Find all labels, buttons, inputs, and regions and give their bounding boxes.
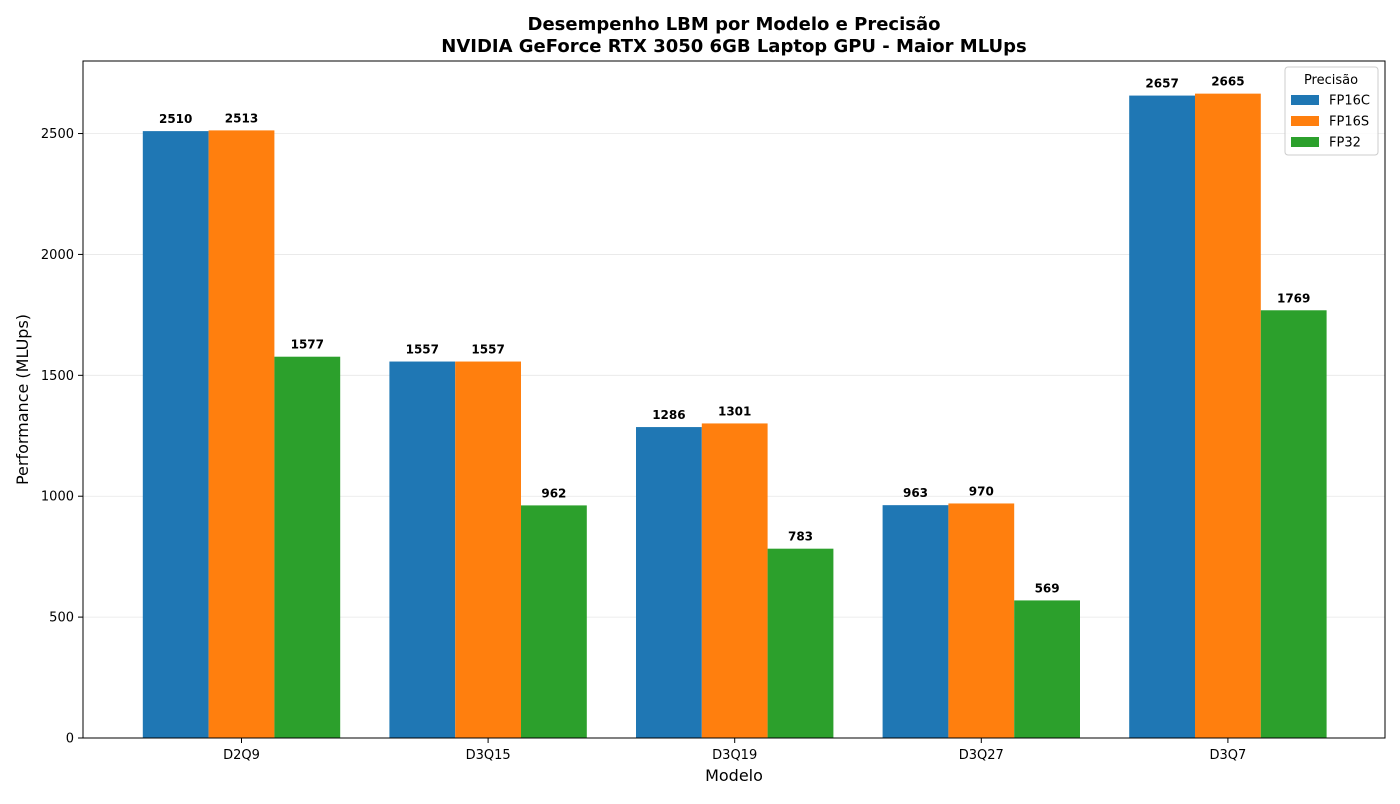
x-tick-label: D3Q7 (1210, 748, 1247, 763)
chart-title: Desempenho LBM por Modelo e Precisão (528, 14, 941, 35)
y-tick-label: 1000 (41, 490, 74, 505)
bar-labels: 2510 2513 1577 1557 1557 962 1286 1301 783 963 970… (159, 75, 1310, 596)
bar-fp16c-d3q15 (389, 361, 456, 738)
bar-value-label: 2510 (159, 112, 192, 126)
y-tick-label: 2000 (41, 248, 74, 263)
y-tick-label: 1500 (41, 369, 74, 384)
bar-fp32-d3q15 (521, 505, 587, 738)
bar-fp16c-d3q7 (1129, 95, 1195, 738)
bar-fp32-d2q9 (274, 356, 341, 738)
bar-value-label: 1557 (406, 343, 439, 357)
bar-value-label: 569 (1035, 581, 1060, 595)
bar-fp16s-d3q19 (701, 423, 768, 738)
legend-swatch-fp32 (1291, 137, 1319, 147)
y-tick-label: 500 (49, 611, 74, 626)
bar-fp16s-d3q15 (455, 361, 521, 738)
bar-fp16s-d3q27 (948, 503, 1015, 738)
legend-label-fp16s: FP16S (1329, 115, 1369, 130)
bar-value-label: 1769 (1277, 291, 1310, 305)
bar-fp16c-d3q19 (636, 427, 702, 738)
legend-swatch-fp16c (1291, 95, 1319, 105)
x-tick-label: D2Q9 (223, 748, 260, 763)
bar-fp16c-d3q27 (882, 505, 949, 738)
bar-value-label: 1557 (471, 343, 504, 357)
legend-label-fp32: FP32 (1329, 136, 1361, 151)
bar-value-label: 962 (541, 486, 566, 500)
y-tick-label: 2500 (41, 127, 74, 142)
bar-value-label: 970 (969, 484, 994, 498)
x-tick-label: D3Q19 (712, 748, 757, 763)
y-axis: 0 500 1000 1500 2000 2500 (41, 127, 83, 747)
bar-value-label: 2513 (225, 111, 258, 125)
bar-fp16c-d2q9 (142, 131, 209, 738)
y-tick-label: 0 (66, 732, 74, 747)
bar-value-label: 1577 (291, 338, 324, 352)
x-axis-label: Modelo (705, 766, 763, 785)
x-axis: D2Q9 D3Q15 D3Q19 D3Q27 D3Q7 (223, 738, 1246, 763)
bar-fp32-d3q19 (767, 548, 834, 738)
bar-value-label: 2665 (1211, 75, 1244, 89)
plot-frame (82, 60, 1386, 739)
bars (142, 93, 1327, 739)
bar-fp16s-d2q9 (208, 130, 275, 738)
bar-fp32-d3q7 (1260, 310, 1327, 738)
bar-value-label: 783 (788, 530, 813, 544)
legend-swatch-fp16s (1291, 116, 1319, 126)
x-tick-label: D3Q15 (466, 748, 511, 763)
x-tick-label: D3Q27 (959, 748, 1004, 763)
bar-value-label: 963 (903, 486, 928, 500)
bar-fp32-d3q27 (1014, 600, 1080, 738)
bar-fp16s-d3q7 (1195, 93, 1261, 739)
legend-label-fp16c: FP16C (1329, 94, 1370, 109)
chart-subtitle: NVIDIA GeForce RTX 3050 6GB Laptop GPU -… (441, 36, 1027, 57)
bar-value-label: 2657 (1145, 77, 1178, 91)
legend-box (1284, 66, 1379, 156)
legend-title: Precisão (1304, 73, 1358, 88)
bar-value-label: 1301 (718, 404, 751, 418)
bar-value-label: 1286 (652, 408, 685, 422)
legend: Precisão FP16C FP16S FP32 (1284, 66, 1379, 156)
y-axis-label: Performance (MLUps) (13, 314, 32, 485)
